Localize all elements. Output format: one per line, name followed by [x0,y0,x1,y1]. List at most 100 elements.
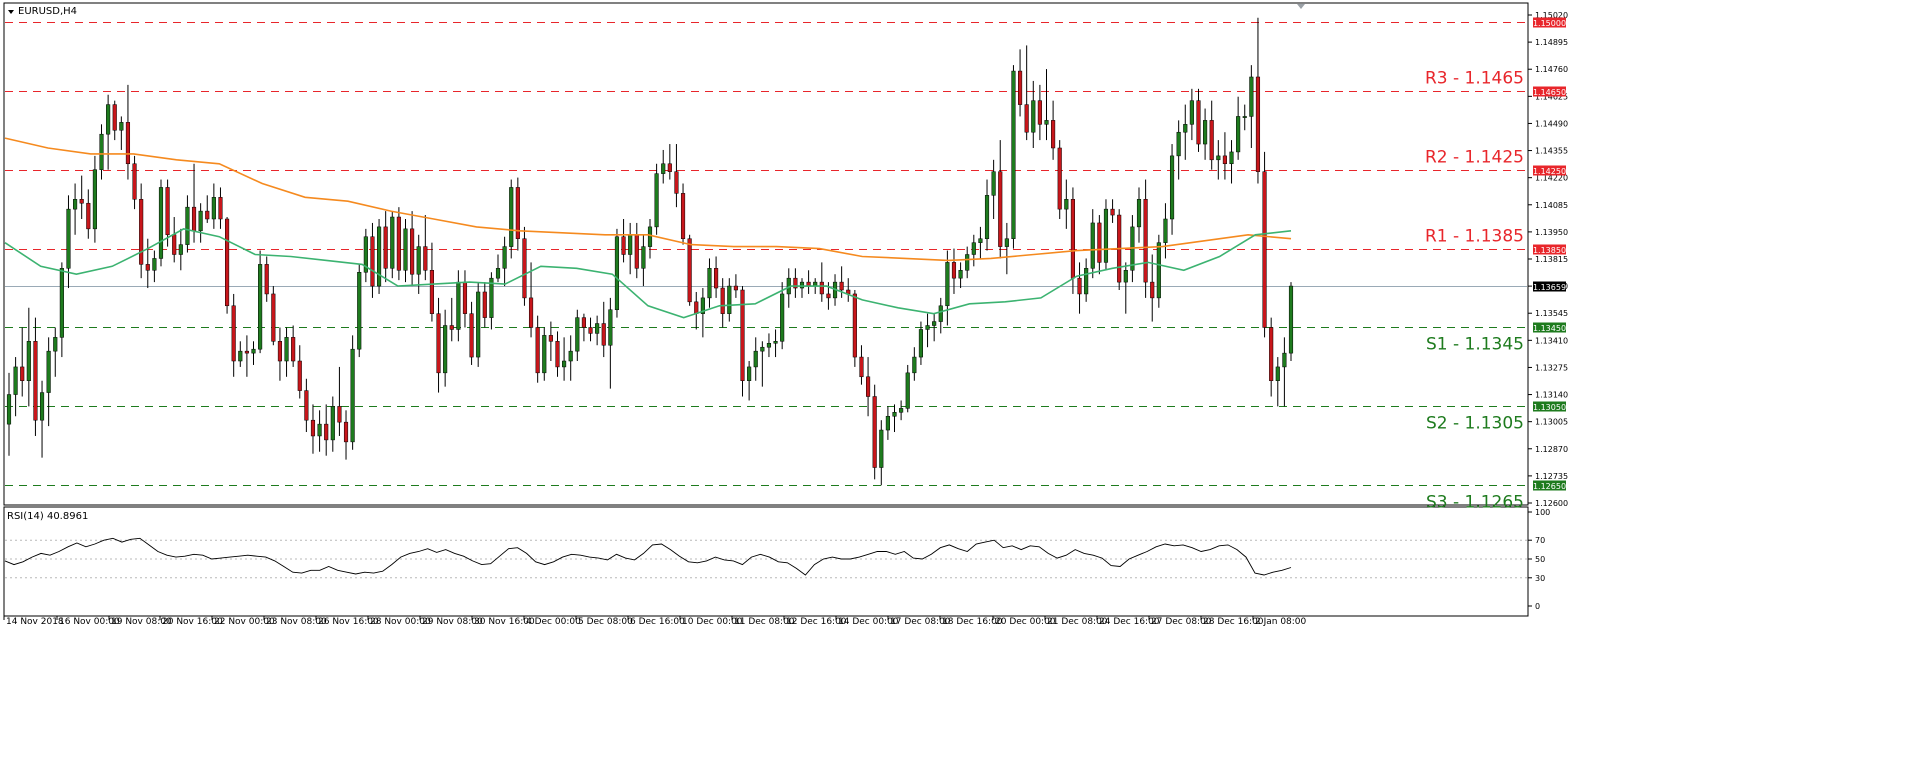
symbol-header[interactable]: EURUSD,H4 [8,6,77,17]
candle[interactable] [773,329,778,358]
candle[interactable] [1282,337,1287,407]
candle[interactable] [324,404,329,456]
candle[interactable] [753,337,758,381]
candle[interactable] [482,282,487,328]
candle[interactable] [819,262,824,302]
candle[interactable] [991,159,996,219]
candle[interactable] [423,215,428,281]
candle[interactable] [958,262,963,289]
candle[interactable] [938,297,943,334]
candle[interactable] [714,256,719,298]
candle[interactable] [396,207,401,281]
candle[interactable] [918,321,924,365]
candle[interactable] [1196,88,1201,152]
candle[interactable] [700,288,705,338]
candle[interactable] [218,187,223,229]
candle[interactable] [1117,209,1122,291]
candle[interactable] [971,234,976,267]
candle[interactable] [780,282,785,350]
candle[interactable] [297,345,302,399]
candle[interactable] [1024,45,1029,141]
candle[interactable] [740,286,745,397]
candle[interactable] [661,149,666,184]
candle[interactable] [495,254,501,283]
candle[interactable] [132,155,137,210]
candle[interactable] [59,262,64,358]
candle[interactable] [476,282,481,367]
candle[interactable] [350,335,355,450]
candle[interactable] [892,404,897,433]
candle[interactable] [1203,108,1208,160]
candle[interactable] [410,211,415,287]
candle[interactable] [165,179,170,247]
candle[interactable] [158,179,164,267]
candle[interactable] [1275,357,1280,407]
candles[interactable] [6,17,1294,486]
candle[interactable] [1031,80,1036,148]
candle[interactable] [1136,187,1142,243]
candle[interactable] [46,337,51,427]
candle[interactable] [416,234,421,294]
candle[interactable] [555,331,560,377]
candle[interactable] [562,337,567,381]
candle[interactable] [185,195,190,253]
candle[interactable] [1017,49,1023,117]
candle[interactable] [238,341,243,367]
candle[interactable] [1051,100,1056,160]
candle[interactable] [1262,151,1267,338]
candle[interactable] [588,317,593,342]
candle[interactable] [528,262,534,338]
candle[interactable] [575,309,580,362]
candle[interactable] [965,246,970,279]
candle[interactable] [1249,65,1254,148]
candle[interactable] [502,236,507,287]
candle[interactable] [86,189,91,239]
candle[interactable] [449,297,454,342]
candle[interactable] [998,140,1003,259]
candle[interactable] [145,238,150,289]
candle[interactable] [733,274,738,298]
candle[interactable] [1150,254,1155,322]
candle[interactable] [1216,140,1221,180]
candle[interactable] [1097,215,1102,275]
candle[interactable] [951,248,957,294]
candle[interactable] [231,293,236,377]
candle[interactable] [112,100,117,141]
candle[interactable] [793,268,798,298]
candle[interactable] [601,301,606,358]
candle[interactable] [548,321,553,362]
candle[interactable] [899,400,904,421]
candle[interactable] [469,301,474,365]
candle[interactable] [522,226,527,306]
candle[interactable] [205,195,210,223]
candle[interactable] [647,218,653,259]
price-axis[interactable]: 1.15020 1.14895 1.14760 1.14625 1.14490 1.143… [1528,11,1568,508]
candle[interactable] [1037,84,1042,141]
candle[interactable] [139,183,144,279]
candle[interactable] [73,183,78,235]
candle[interactable] [509,179,514,259]
candle[interactable] [13,357,18,417]
candle[interactable] [1255,17,1261,184]
candle[interactable] [879,420,884,486]
candle[interactable] [687,234,692,306]
candle[interactable] [251,341,256,365]
candle[interactable] [125,84,131,180]
candle[interactable] [1242,104,1247,131]
candle[interactable] [866,357,871,417]
candle[interactable] [799,278,805,298]
candle[interactable] [581,313,586,342]
candle[interactable] [872,384,877,480]
candle[interactable] [727,278,732,322]
candle[interactable] [885,406,890,440]
candle[interactable] [932,313,937,342]
candle[interactable] [1183,104,1188,160]
candle[interactable] [1004,222,1009,275]
candle[interactable] [1110,199,1115,223]
candle[interactable] [1288,282,1294,362]
candle[interactable] [1084,258,1089,302]
candle[interactable] [211,183,216,229]
candle[interactable] [978,226,983,259]
candle[interactable] [925,313,930,348]
candle[interactable] [535,315,540,383]
